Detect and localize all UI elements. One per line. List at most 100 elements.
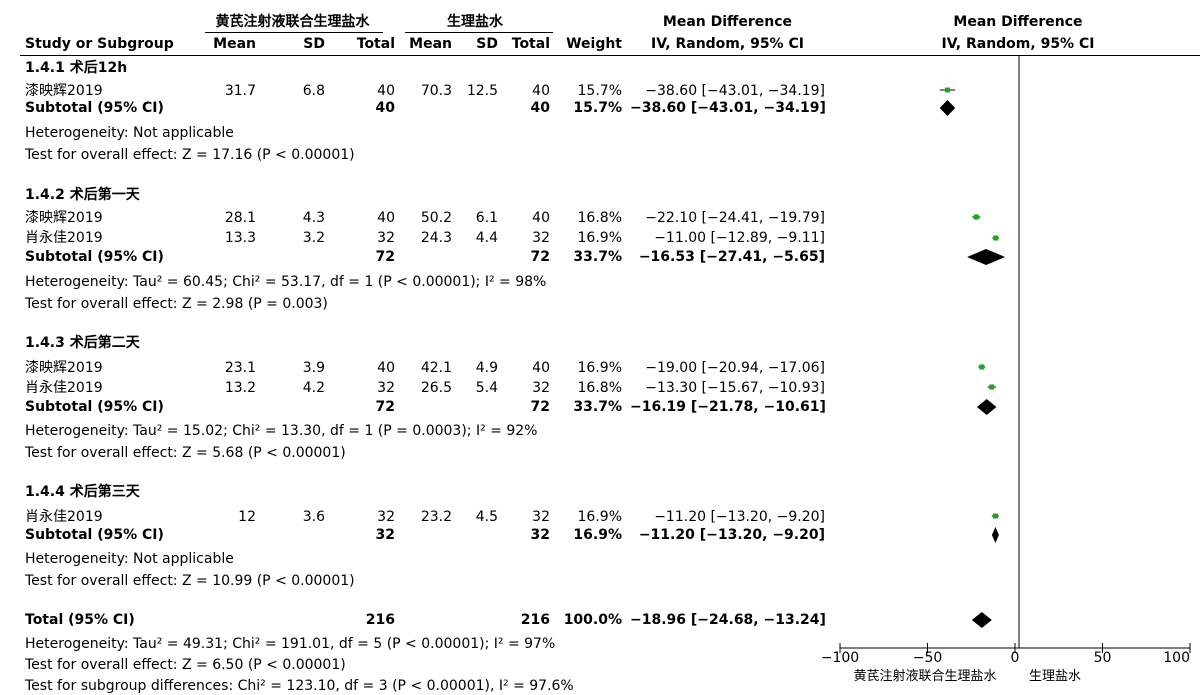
x-tick-label: 50	[1094, 650, 1112, 666]
md-title: Mean Difference	[662, 14, 793, 30]
heterogeneity-text: Heterogeneity: Not applicable	[25, 551, 234, 567]
study-mean1: 13.2	[224, 380, 256, 396]
study-weight: 15.7%	[577, 83, 622, 99]
mean2-header: Mean	[409, 36, 452, 52]
sd1-header: SD	[303, 36, 325, 52]
study-mean2: 50.2	[420, 210, 452, 226]
study-point	[979, 364, 985, 370]
summary-diamond	[971, 612, 992, 628]
study-n1: 32	[377, 509, 395, 525]
study-ci: −22.10 [−24.41, −19.79]	[645, 210, 825, 226]
sd2-header: SD	[476, 36, 498, 52]
subgroup-title: 1.4.4 术后第三天	[25, 484, 140, 500]
favours-left-label: 黄芪注射液联合生理盐水	[853, 668, 996, 684]
study-name: 肖永佳2019	[25, 230, 103, 246]
subtotal-n2: 72	[530, 249, 550, 265]
study-sd2: 4.9	[475, 360, 498, 376]
group1-underline	[205, 32, 383, 33]
study-n1: 40	[377, 83, 395, 99]
study-n2: 32	[532, 509, 550, 525]
subtotal-label: Subtotal (95% CI)	[25, 399, 164, 415]
study-point	[993, 235, 999, 241]
subtotal-weight: 15.7%	[573, 100, 622, 116]
subtotal-n2: 40	[530, 100, 550, 116]
study-n1: 32	[377, 380, 395, 396]
study-sd1: 6.8	[302, 83, 325, 99]
study-point	[973, 214, 979, 220]
x-tick-label: 0	[1011, 650, 1020, 666]
subtotal-weight: 33.7%	[573, 249, 622, 265]
overall-effect-text: Test for overall effect: Z = 5.68 (P < 0…	[25, 445, 346, 461]
study-n1: 40	[377, 360, 395, 376]
study-ci: −11.00 [−12.89, −9.11]	[654, 230, 825, 246]
subtotal-n2: 32	[530, 527, 550, 543]
study-ci: −11.20 [−13.20, −9.20]	[654, 509, 825, 525]
group2-header: 生理盐水	[447, 14, 503, 30]
study-weight: 16.9%	[577, 509, 622, 525]
subtotal-weight: 16.9%	[573, 527, 622, 543]
total-heterogeneity: Heterogeneity: Tau² = 49.31; Chi² = 191.…	[25, 636, 556, 652]
subtotal-label: Subtotal (95% CI)	[25, 100, 164, 116]
subgroup-title: 1.4.2 术后第一天	[25, 187, 140, 203]
summary-diamond	[991, 527, 999, 543]
study-sd1: 4.3	[302, 210, 325, 226]
study-sd1: 3.2	[302, 230, 325, 246]
study-sd2: 6.1	[475, 210, 498, 226]
group2-underline	[405, 32, 553, 33]
subgroup-title: 1.4.3 术后第二天	[25, 335, 140, 351]
subtotal-weight: 33.7%	[573, 399, 622, 415]
total1-header: Total	[356, 36, 395, 52]
x-tick-label: −100	[821, 650, 859, 666]
study-mean1: 12	[238, 509, 256, 525]
study-col-header: Study or Subgroup	[25, 36, 174, 52]
plot-method: IV, Random, 95% CI	[941, 36, 1095, 52]
subtotal-n1: 40	[375, 100, 395, 116]
study-n2: 32	[532, 380, 550, 396]
total-n1: 216	[365, 612, 395, 628]
study-mean2: 42.1	[420, 360, 452, 376]
study-point	[992, 513, 998, 519]
study-weight: 16.9%	[577, 230, 622, 246]
x-axis-ticks: −100 −50 0 50 100	[821, 643, 1191, 666]
subtotal-label: Subtotal (95% CI)	[25, 249, 164, 265]
study-ci: −38.60 [−43.01, −34.19]	[645, 83, 825, 99]
subtotal-n1: 72	[375, 399, 395, 415]
study-n1: 40	[377, 210, 395, 226]
subtotal-ci: −16.19 [−21.78, −10.61]	[630, 399, 826, 415]
group1-header: 黄芪注射液联合生理盐水	[215, 14, 370, 30]
study-weight: 16.8%	[577, 210, 622, 226]
study-sd1: 3.6	[302, 509, 325, 525]
study-sd1: 4.2	[302, 380, 325, 396]
heterogeneity-text: Heterogeneity: Tau² = 15.02; Chi² = 13.3…	[25, 423, 538, 439]
plot-title: Mean Difference	[953, 14, 1083, 30]
study-sd1: 3.9	[302, 360, 325, 376]
study-mean1: 23.1	[224, 360, 256, 376]
study-point	[945, 87, 950, 93]
study-mean1: 13.3	[224, 230, 256, 246]
study-name: 漆映辉2019	[25, 210, 103, 226]
total-weight: 100.0%	[563, 612, 622, 628]
study-name: 漆映辉2019	[25, 360, 103, 376]
total-n2: 216	[520, 612, 550, 628]
mean1-header: Mean	[213, 36, 256, 52]
heterogeneity-text: Heterogeneity: Not applicable	[25, 125, 234, 141]
total-overall-effect: Test for overall effect: Z = 6.50 (P < 0…	[25, 657, 346, 673]
study-mean2: 24.3	[420, 230, 452, 246]
study-sd2: 4.5	[475, 509, 498, 525]
favours-right-label: 生理盐水	[1029, 669, 1081, 684]
study-n2: 40	[532, 210, 550, 226]
overall-effect-text: Test for overall effect: Z = 10.99 (P < …	[25, 573, 355, 589]
study-weight: 16.8%	[577, 380, 622, 396]
study-point	[989, 384, 995, 390]
study-n1: 32	[377, 230, 395, 246]
study-ci: −13.30 [−15.67, −10.93]	[645, 380, 825, 396]
heterogeneity-text: Heterogeneity: Tau² = 60.45; Chi² = 53.1…	[25, 274, 547, 290]
study-weight: 16.9%	[577, 360, 622, 376]
subtotal-n1: 72	[375, 249, 395, 265]
study-name: 漆映辉2019	[25, 83, 103, 99]
summary-diamond	[976, 399, 997, 415]
study-name: 肖永佳2019	[25, 380, 103, 396]
total2-header: Total	[511, 36, 550, 52]
summary-diamond	[967, 249, 1006, 265]
